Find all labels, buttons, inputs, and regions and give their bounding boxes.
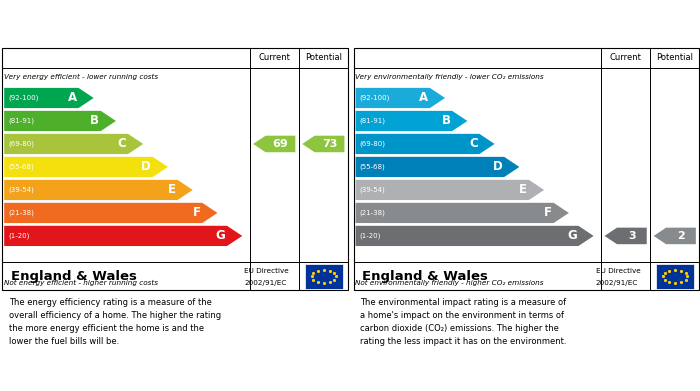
- Text: (92-100): (92-100): [8, 95, 38, 101]
- Text: E: E: [519, 183, 527, 196]
- Text: E: E: [168, 183, 176, 196]
- Text: G: G: [567, 230, 577, 242]
- Text: B: B: [90, 115, 99, 127]
- Text: Energy Efficiency Rating: Energy Efficiency Rating: [10, 21, 173, 34]
- Polygon shape: [356, 203, 569, 223]
- Text: (92-100): (92-100): [360, 95, 390, 101]
- Text: D: D: [493, 160, 503, 174]
- Text: Environmental Impact (CO₂) Rating: Environmental Impact (CO₂) Rating: [362, 21, 594, 34]
- Bar: [656, 264, 694, 289]
- Polygon shape: [654, 228, 696, 244]
- Text: A: A: [419, 91, 428, 104]
- Polygon shape: [4, 134, 143, 154]
- Text: (69-80): (69-80): [8, 141, 34, 147]
- Polygon shape: [4, 111, 116, 131]
- Text: 2: 2: [677, 231, 685, 241]
- Text: (1-20): (1-20): [8, 233, 29, 239]
- Polygon shape: [302, 136, 344, 152]
- Text: EU Directive: EU Directive: [244, 268, 289, 274]
- Text: (1-20): (1-20): [360, 233, 381, 239]
- Text: 69: 69: [272, 139, 288, 149]
- Text: (21-38): (21-38): [360, 210, 386, 216]
- Text: Very energy efficient - lower running costs: Very energy efficient - lower running co…: [4, 74, 158, 79]
- Text: Very environmentally friendly - lower CO₂ emissions: Very environmentally friendly - lower CO…: [355, 74, 544, 79]
- Polygon shape: [4, 180, 192, 200]
- Text: England & Wales: England & Wales: [362, 270, 488, 283]
- Polygon shape: [4, 226, 242, 246]
- Text: (21-38): (21-38): [8, 210, 34, 216]
- Text: Not energy efficient - higher running costs: Not energy efficient - higher running co…: [4, 280, 158, 286]
- Text: D: D: [141, 160, 151, 174]
- Polygon shape: [356, 157, 519, 177]
- Polygon shape: [356, 111, 468, 131]
- Text: 3: 3: [628, 231, 636, 241]
- Text: (69-80): (69-80): [360, 141, 386, 147]
- Polygon shape: [356, 88, 445, 108]
- Text: C: C: [118, 138, 126, 151]
- Polygon shape: [356, 134, 495, 154]
- Text: (55-68): (55-68): [8, 164, 34, 170]
- Text: Potential: Potential: [656, 54, 693, 63]
- Text: Current: Current: [610, 54, 642, 63]
- Text: 2002/91/EC: 2002/91/EC: [596, 280, 638, 285]
- Polygon shape: [253, 136, 295, 152]
- Text: (39-54): (39-54): [360, 187, 386, 193]
- Text: F: F: [544, 206, 552, 219]
- Text: F: F: [193, 206, 200, 219]
- Text: 2002/91/EC: 2002/91/EC: [244, 280, 286, 285]
- Text: (81-91): (81-91): [8, 118, 34, 124]
- Text: 73: 73: [322, 139, 337, 149]
- Text: Current: Current: [258, 54, 290, 63]
- Polygon shape: [4, 88, 94, 108]
- Text: Not environmentally friendly - higher CO₂ emissions: Not environmentally friendly - higher CO…: [355, 280, 544, 286]
- Bar: [304, 264, 343, 289]
- Polygon shape: [356, 180, 544, 200]
- Text: (81-91): (81-91): [360, 118, 386, 124]
- Text: Potential: Potential: [304, 54, 342, 63]
- Text: (39-54): (39-54): [8, 187, 34, 193]
- Polygon shape: [4, 203, 218, 223]
- Text: G: G: [216, 230, 225, 242]
- Text: B: B: [442, 115, 450, 127]
- Polygon shape: [605, 228, 647, 244]
- Polygon shape: [356, 226, 594, 246]
- Text: EU Directive: EU Directive: [596, 268, 640, 274]
- Polygon shape: [4, 157, 168, 177]
- Text: The environmental impact rating is a measure of
a home's impact on the environme: The environmental impact rating is a mea…: [360, 298, 567, 346]
- Text: C: C: [469, 138, 477, 151]
- Text: (55-68): (55-68): [360, 164, 386, 170]
- Text: The energy efficiency rating is a measure of the
overall efficiency of a home. T: The energy efficiency rating is a measur…: [9, 298, 221, 346]
- Text: England & Wales: England & Wales: [10, 270, 136, 283]
- Text: A: A: [68, 91, 77, 104]
